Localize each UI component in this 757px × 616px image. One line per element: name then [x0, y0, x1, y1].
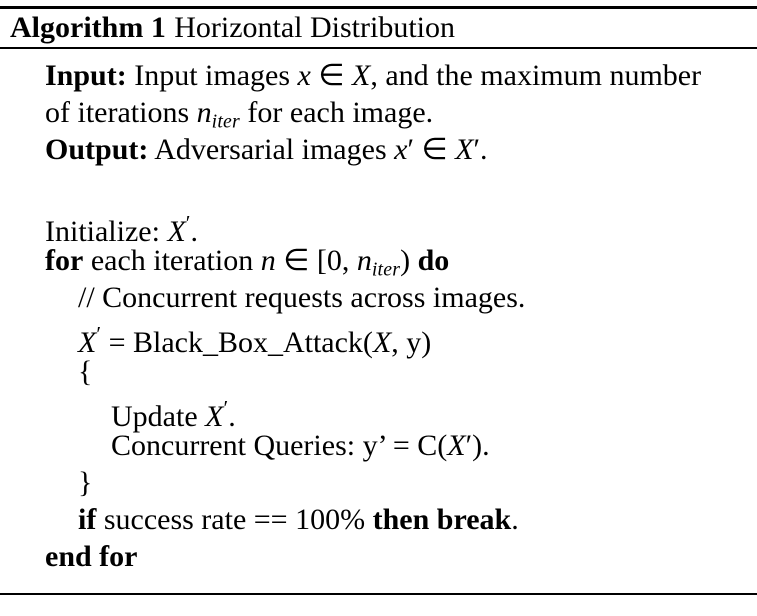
algorithm-line: } [0, 464, 757, 501]
text-segment: X [372, 325, 392, 359]
algorithm-title: Horizontal Distribution [174, 11, 456, 44]
text-segment: n [196, 96, 212, 129]
text-segment: ′ [223, 396, 229, 420]
algorithm-line: Update X′. [0, 390, 757, 433]
text-segment: x [394, 133, 408, 166]
text-segment: X [167, 214, 186, 248]
text-segment: . [511, 503, 519, 536]
algorithm-line: Concurrent Queries: y’ = C(X′). [0, 427, 757, 464]
text-segment: , y) [391, 325, 432, 359]
text-segment: ). [472, 429, 490, 462]
algorithm-body: Input: Input images x ∈ X, and the maxim… [0, 49, 757, 575]
text-segment: Adversarial images [148, 133, 395, 166]
text-segment: . [480, 133, 488, 166]
text-segment: then [372, 503, 430, 536]
header-rule [0, 47, 757, 49]
algorithm-line: if success rate == 100% then break. [0, 501, 757, 538]
text-segment: success rate == 100% [96, 503, 373, 536]
text-segment: ′ [473, 133, 481, 166]
top-rule [0, 6, 757, 9]
text-segment: ) [400, 244, 418, 277]
text-segment: X [455, 133, 474, 166]
bottom-rule [0, 593, 757, 595]
text-segment: iter [371, 258, 401, 281]
algorithm-line: X′ = Black_Box_Attack(X, y) [0, 316, 757, 359]
text-segment: , and the maximum number [370, 59, 702, 92]
text-segment: . [228, 399, 236, 433]
algorithm-label: Algorithm 1 [10, 11, 166, 44]
text-segment: iter [211, 110, 240, 133]
text-segment: } [78, 466, 93, 499]
text-segment: Input images [126, 59, 298, 92]
algorithm-line: { [0, 353, 757, 390]
algorithm-line: end for [0, 538, 757, 575]
text-segment: ∈ [0, [275, 244, 357, 277]
text-segment: of iterations [45, 96, 197, 129]
text-segment: = Black_Box_Attack( [101, 325, 373, 359]
text-segment: if [78, 503, 97, 536]
text-segment: ∈ [414, 133, 456, 166]
text-segment: ′ [407, 133, 415, 166]
text-segment: { [78, 355, 93, 388]
text-segment: do [417, 244, 450, 277]
text-segment: each iteration [83, 244, 261, 277]
text-segment: X [447, 429, 466, 462]
text-segment: X [78, 325, 97, 359]
text-segment: Initialize: [45, 214, 168, 248]
algorithm-line: // Concurrent requests across images. [0, 279, 757, 316]
text-segment [429, 503, 437, 536]
algorithm-line: Input: Input images x ∈ X, and the maxim… [0, 57, 757, 94]
text-segment: . [190, 214, 199, 248]
text-segment: n [356, 244, 372, 277]
text-segment: ′ [96, 322, 102, 346]
text-segment: ′ [465, 429, 473, 462]
blank-line [0, 168, 757, 205]
text-segment: Input: [45, 59, 127, 92]
text-segment: Concurrent Queries: y’ = C( [111, 429, 448, 462]
text-segment: ∈ [310, 59, 352, 92]
algorithm-line: of iterations niter for each image. [0, 94, 757, 133]
algorithm-header: Algorithm 1 Horizontal Distribution [0, 9, 757, 47]
text-segment: // Concurrent requests across images. [78, 281, 526, 314]
text-segment: break [436, 503, 512, 536]
text-segment: end for [45, 540, 138, 573]
algorithm-line: for each iteration n ∈ [0, niter) do [0, 242, 757, 281]
text-segment: n [260, 244, 276, 277]
text-segment: Output: [45, 133, 149, 166]
text-segment: X [205, 399, 224, 433]
text-segment: Update [111, 399, 206, 433]
algorithm-line: Output: Adversarial images x′ ∈ X′. [0, 131, 757, 168]
algorithm-line: Initialize: X′. [0, 205, 757, 248]
text-segment: for [45, 244, 84, 277]
text-segment: ′ [185, 211, 191, 235]
text-segment: x [297, 59, 311, 92]
text-segment: for each image. [239, 96, 434, 129]
text-segment: X [352, 59, 371, 92]
